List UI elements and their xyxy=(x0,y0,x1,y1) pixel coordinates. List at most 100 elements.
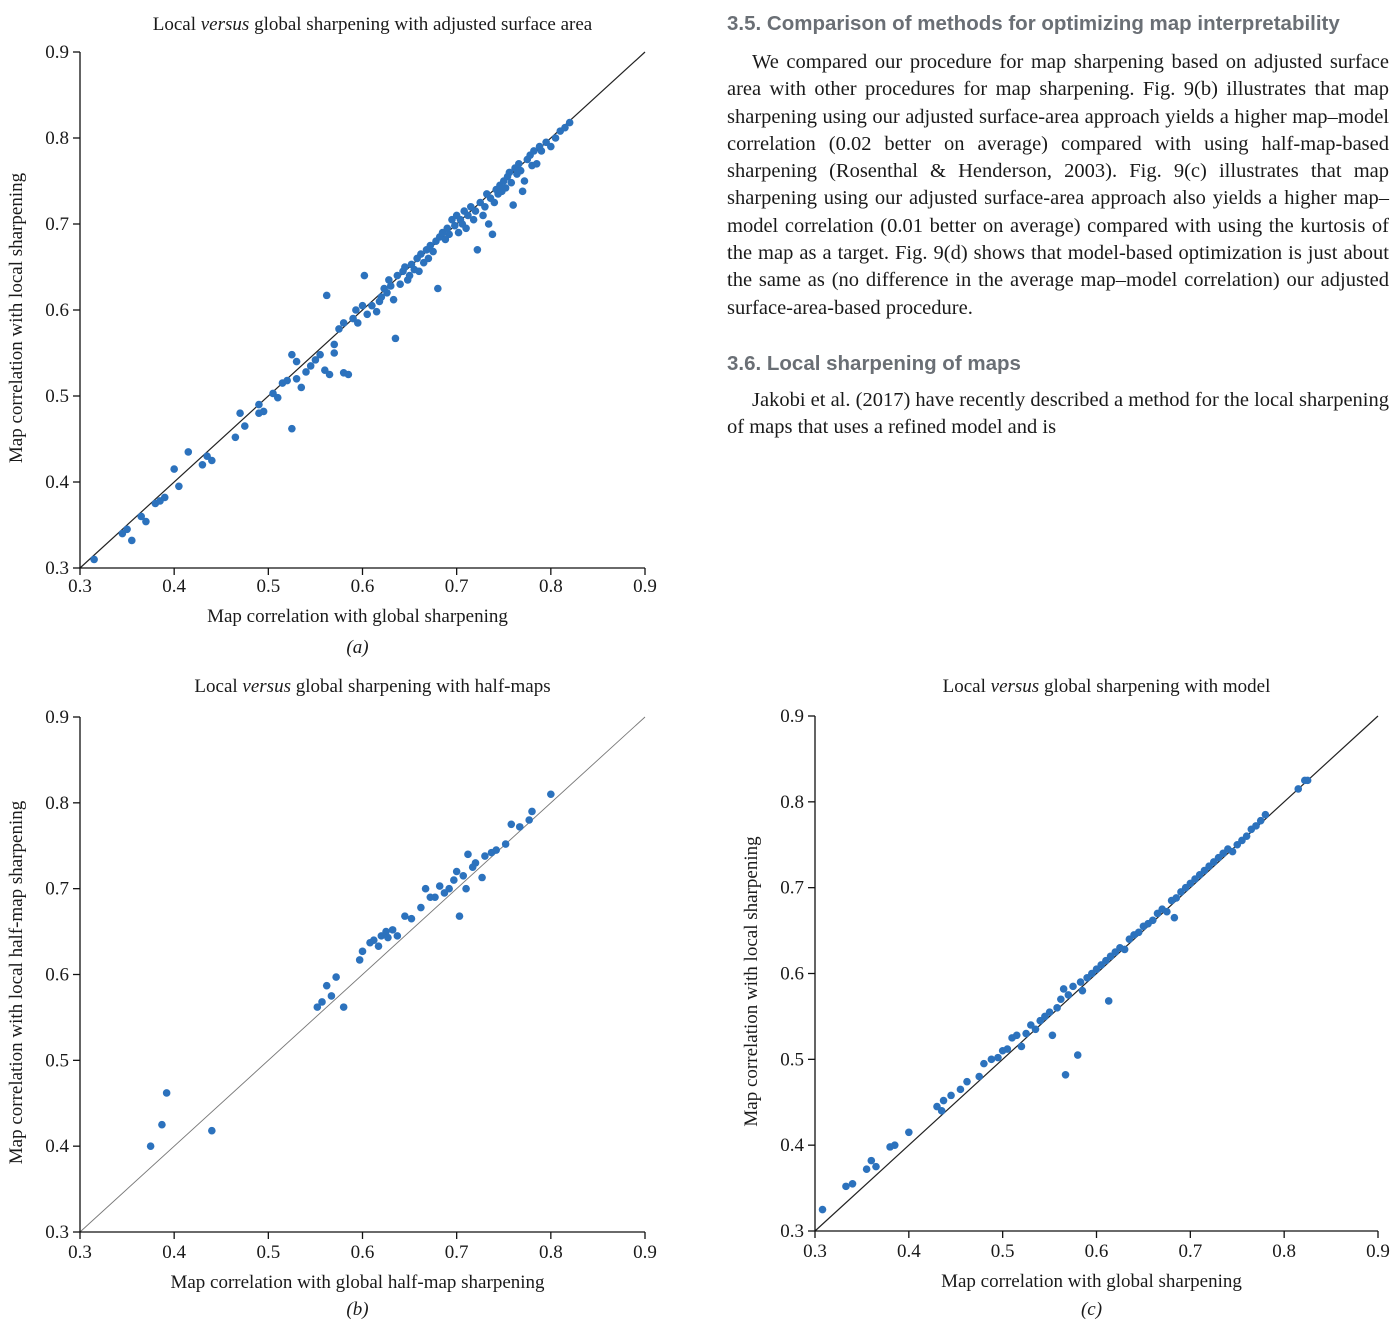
x-axis-label: Map correlation with global sharpening xyxy=(207,606,508,627)
y-tick-label: 0.5 xyxy=(780,1049,804,1070)
data-point xyxy=(1252,822,1260,830)
data-point xyxy=(1073,1051,1082,1059)
data-point xyxy=(231,433,240,442)
data-point xyxy=(330,340,339,349)
chart-title-emphasis: versus xyxy=(201,14,250,35)
data-point xyxy=(377,293,386,301)
data-point xyxy=(388,926,397,934)
data-point xyxy=(471,859,480,867)
y-tick-label: 0.8 xyxy=(45,793,69,814)
data-point xyxy=(1045,1008,1054,1016)
data-point xyxy=(339,319,348,327)
chart-title-part: Local xyxy=(194,676,242,697)
data-point xyxy=(1017,1042,1026,1051)
data-point xyxy=(344,370,353,379)
y-tick-label: 0.4 xyxy=(780,1135,804,1156)
reference-line xyxy=(814,715,1379,1232)
data-point xyxy=(1134,928,1143,937)
x-tick-label: 0.3 xyxy=(68,576,92,597)
data-point xyxy=(507,820,516,829)
data-point xyxy=(389,295,398,304)
data-point xyxy=(462,224,470,233)
data-point xyxy=(516,166,525,175)
data-point xyxy=(530,147,538,155)
data-point xyxy=(507,178,516,187)
x-tick-label: 0.5 xyxy=(256,576,280,597)
data-point xyxy=(327,992,336,1000)
x-axis-label: Map correlation with global sharpening xyxy=(941,1271,1242,1292)
scatter-chart-c: Local versus global sharpening with mode… xyxy=(741,676,1390,1320)
data-point xyxy=(297,383,306,392)
data-point xyxy=(385,276,393,284)
y-tick-label: 0.5 xyxy=(45,1050,69,1071)
x-tick-label: 0.7 xyxy=(445,1242,469,1263)
data-point xyxy=(1303,776,1312,785)
x-tick-label: 0.8 xyxy=(539,1242,563,1263)
data-point xyxy=(537,147,546,155)
chart-title: Local versus global sharpening with adju… xyxy=(153,14,593,35)
chart-title-part: Local xyxy=(153,14,201,35)
x-tick-label: 0.5 xyxy=(991,1241,1015,1262)
scatter-chart-a: Local versus global sharpening with adju… xyxy=(6,14,657,658)
data-point xyxy=(368,301,376,310)
data-point xyxy=(259,407,268,416)
data-point xyxy=(848,1179,857,1188)
data-point xyxy=(184,448,193,456)
x-tick-label: 0.9 xyxy=(633,1242,657,1263)
data-point xyxy=(384,933,392,942)
data-point xyxy=(565,118,574,127)
data-point xyxy=(255,400,263,409)
data-point xyxy=(393,271,402,280)
data-point xyxy=(1069,982,1077,991)
chart-title-part: global sharpening with adjusted surface … xyxy=(249,14,592,35)
section-3-5-body: We compared our procedure for map sharpe… xyxy=(727,51,1389,319)
data-point xyxy=(867,1156,876,1165)
x-tick-label: 0.4 xyxy=(162,1242,186,1263)
data-point xyxy=(492,846,501,854)
y-tick-label: 0.9 xyxy=(45,707,69,728)
data-point xyxy=(360,271,369,280)
data-point xyxy=(240,422,249,430)
data-point xyxy=(352,306,360,314)
data-point xyxy=(322,981,331,990)
x-tick-label: 0.9 xyxy=(1366,1241,1390,1262)
data-point xyxy=(1120,945,1129,954)
data-point xyxy=(445,884,453,893)
data-point xyxy=(421,884,430,893)
x-tick-label: 0.3 xyxy=(803,1241,827,1262)
data-point xyxy=(322,291,331,300)
data-point xyxy=(335,325,343,333)
data-point xyxy=(170,465,178,473)
reference-line xyxy=(79,716,646,1233)
x-tick-label: 0.3 xyxy=(68,1242,92,1263)
data-point xyxy=(175,482,183,491)
data-point xyxy=(469,215,478,224)
data-point xyxy=(1256,816,1265,825)
data-point xyxy=(208,456,216,465)
data-point xyxy=(288,424,296,433)
chart-title-part: global sharpening with model xyxy=(1039,676,1270,697)
data-point xyxy=(478,873,486,882)
data-point xyxy=(488,230,497,239)
data-point xyxy=(1061,1070,1070,1079)
data-point xyxy=(407,914,416,923)
data-point xyxy=(162,1089,171,1097)
data-point xyxy=(471,207,480,215)
y-axis-label: Map correlation with local half-map shar… xyxy=(6,800,27,1164)
y-axis-label: Map correlation with local sharpening xyxy=(6,172,27,463)
x-tick-label: 0.9 xyxy=(633,576,657,597)
data-point xyxy=(890,1141,899,1149)
data-point xyxy=(90,555,98,564)
data-point xyxy=(198,461,207,469)
section-3-6-body: Jakobi et al. (2017) have recently descr… xyxy=(727,388,1389,439)
data-point xyxy=(353,319,362,327)
data-point xyxy=(1053,1004,1061,1012)
data-point xyxy=(1003,1045,1012,1053)
data-point xyxy=(473,246,482,254)
data-point xyxy=(363,310,372,319)
data-point xyxy=(1012,1031,1021,1040)
x-tick-label: 0.4 xyxy=(162,576,186,597)
data-point xyxy=(963,1077,971,1086)
data-point xyxy=(1261,810,1270,819)
data-point xyxy=(450,221,459,230)
